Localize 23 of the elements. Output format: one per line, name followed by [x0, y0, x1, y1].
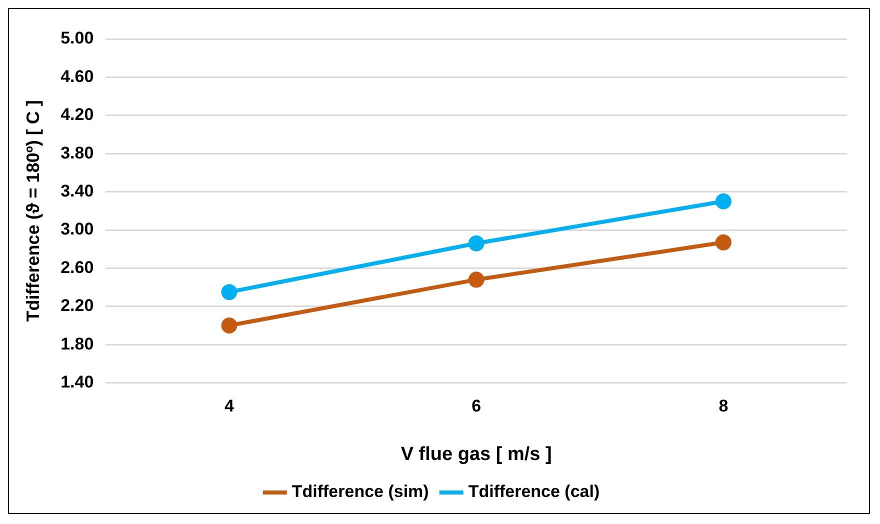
y-tick-label: 4.60	[60, 66, 94, 86]
x-axis-title: V flue gas [ m/s ]	[400, 444, 552, 465]
point	[468, 235, 484, 252]
legend-label: Tdifference (sim)	[292, 482, 429, 502]
y-tick-label: 4.20	[60, 105, 94, 124]
y-tick-label: 3.40	[60, 181, 94, 200]
y-tick-label: 1.40	[60, 372, 94, 392]
point	[468, 272, 484, 288]
x-tick-label: 4	[224, 396, 235, 416]
y-tick-label: 3.80	[60, 143, 94, 162]
point	[221, 318, 238, 334]
y-tick-label: 1.80	[60, 334, 94, 354]
point	[715, 234, 732, 250]
legend-label: Tdifference (cal)	[468, 482, 600, 502]
point	[715, 193, 732, 210]
x-tick-label: 6	[472, 396, 482, 416]
y-tick-label: 3.00	[60, 220, 94, 239]
x-tick-label: 8	[718, 396, 728, 416]
point	[221, 284, 238, 300]
y-tick-label: 2.20	[60, 296, 94, 316]
y-tick-label: 2.60	[60, 258, 94, 277]
y-tick-label: 5.00	[60, 28, 94, 48]
y-axis-title: Tdifference (ϑ = 180º) [ C ]	[22, 100, 43, 322]
